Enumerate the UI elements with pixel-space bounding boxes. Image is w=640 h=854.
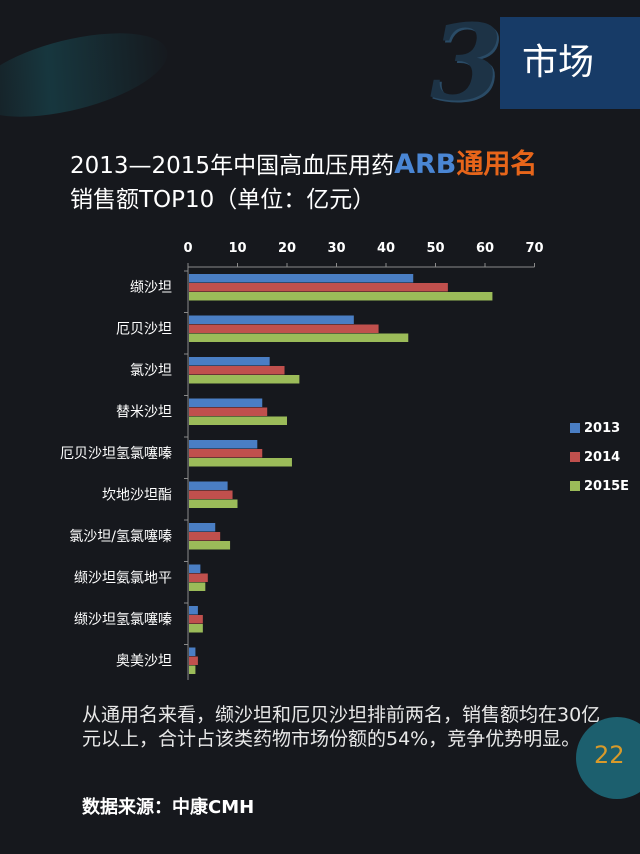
section-title: 市场 bbox=[522, 42, 595, 83]
x-tick-label: 30 bbox=[327, 241, 345, 256]
bar-2015e bbox=[189, 541, 231, 550]
bar-2013 bbox=[189, 398, 263, 407]
title-line-2: 销售额TOP10（单位：亿元） bbox=[70, 187, 376, 213]
bar-2015e bbox=[189, 458, 292, 467]
legend-label: 2013 bbox=[584, 421, 620, 436]
section-number: 3 bbox=[430, 1, 503, 124]
bar-2014 bbox=[189, 366, 285, 375]
decorative-swoosh bbox=[0, 16, 176, 134]
bar-2015e bbox=[189, 416, 287, 425]
legend-swatch bbox=[570, 452, 580, 462]
bar-2014 bbox=[189, 656, 198, 665]
bar-2013 bbox=[189, 523, 216, 532]
x-tick-label: 60 bbox=[476, 241, 494, 256]
legend-label: 2015E bbox=[584, 479, 629, 494]
legend-swatch bbox=[570, 481, 580, 491]
title-line-1: 2013—2015年中国高血压用药ARB通用名 bbox=[70, 148, 630, 183]
x-tick-label: 20 bbox=[278, 241, 296, 256]
x-tick-label: 0 bbox=[183, 241, 192, 256]
legend-swatch bbox=[570, 423, 580, 433]
bar-2014 bbox=[189, 490, 233, 499]
legend-label: 2014 bbox=[584, 450, 620, 465]
category-label: 奥美沙坦 bbox=[116, 653, 172, 670]
bar-2015e bbox=[189, 292, 493, 301]
bar-2013 bbox=[189, 315, 354, 324]
x-tick-label: 50 bbox=[426, 241, 444, 256]
category-label: 厄贝沙坦 bbox=[116, 322, 172, 338]
bar-2013 bbox=[189, 481, 228, 490]
category-label: 厄贝沙坦氢氯噻嗪 bbox=[60, 445, 172, 462]
category-label: 氯沙坦 bbox=[130, 363, 172, 379]
bar-2014 bbox=[189, 324, 379, 333]
category-label: 氯沙坦/氢氯噻嗪 bbox=[69, 528, 172, 545]
bar-2015e bbox=[189, 375, 300, 384]
bar-2014 bbox=[189, 407, 268, 416]
bar-2014 bbox=[189, 532, 221, 541]
x-tick-label: 10 bbox=[228, 241, 246, 256]
bar-2014 bbox=[189, 449, 263, 458]
body-text: 从通用名来看，缬沙坦和厄贝沙坦排前两名，销售额均在30亿元以上，合计占该类药物市… bbox=[82, 704, 601, 750]
bar-2015e bbox=[189, 499, 238, 508]
page-number-badge: 22 bbox=[576, 717, 640, 799]
category-label: 缬沙坦 bbox=[130, 280, 172, 296]
bar-2013 bbox=[189, 564, 201, 573]
x-tick-label: 70 bbox=[525, 241, 543, 256]
bar-chart: 0 10 20 30 40 50 60 70 缬沙坦厄贝沙坦氯沙坦替米沙坦厄贝沙坦氢氯噻嗪坎地沙… bbox=[60, 241, 629, 680]
bar-2013 bbox=[189, 606, 198, 615]
bar-2013 bbox=[189, 274, 414, 283]
section-header-box: 市场 bbox=[500, 17, 640, 109]
bar-2013 bbox=[189, 647, 196, 656]
category-label: 坎地沙坦酯 bbox=[102, 488, 172, 504]
category-label: 替米沙坦 bbox=[116, 405, 172, 421]
bar-2015e bbox=[189, 582, 206, 591]
x-tick-label: 40 bbox=[377, 241, 395, 256]
bar-2015e bbox=[189, 624, 203, 633]
bar-2013 bbox=[189, 357, 270, 366]
category-label: 缬沙坦氨氯地平 bbox=[74, 571, 172, 587]
category-label: 缬沙坦氢氯噻嗪 bbox=[74, 611, 172, 628]
title-highlight-arb: ARB bbox=[394, 149, 457, 180]
bar-2013 bbox=[189, 440, 258, 449]
page-title: 2013—2015年中国高血压用药ARB通用名 销售额TOP10（单位：亿元） bbox=[70, 148, 630, 217]
title-highlight-generic-name: 通用名 bbox=[456, 149, 538, 180]
bar-2014 bbox=[189, 573, 208, 582]
bar-2015e bbox=[189, 333, 409, 342]
data-source: 数据来源：中康CMH bbox=[82, 797, 255, 818]
bar-2014 bbox=[189, 615, 203, 624]
page-number: 22 bbox=[594, 741, 625, 769]
bar-2015e bbox=[189, 665, 196, 674]
bar-2014 bbox=[189, 283, 448, 292]
title-part-1: 2013—2015年中国高血压用药 bbox=[70, 153, 395, 179]
